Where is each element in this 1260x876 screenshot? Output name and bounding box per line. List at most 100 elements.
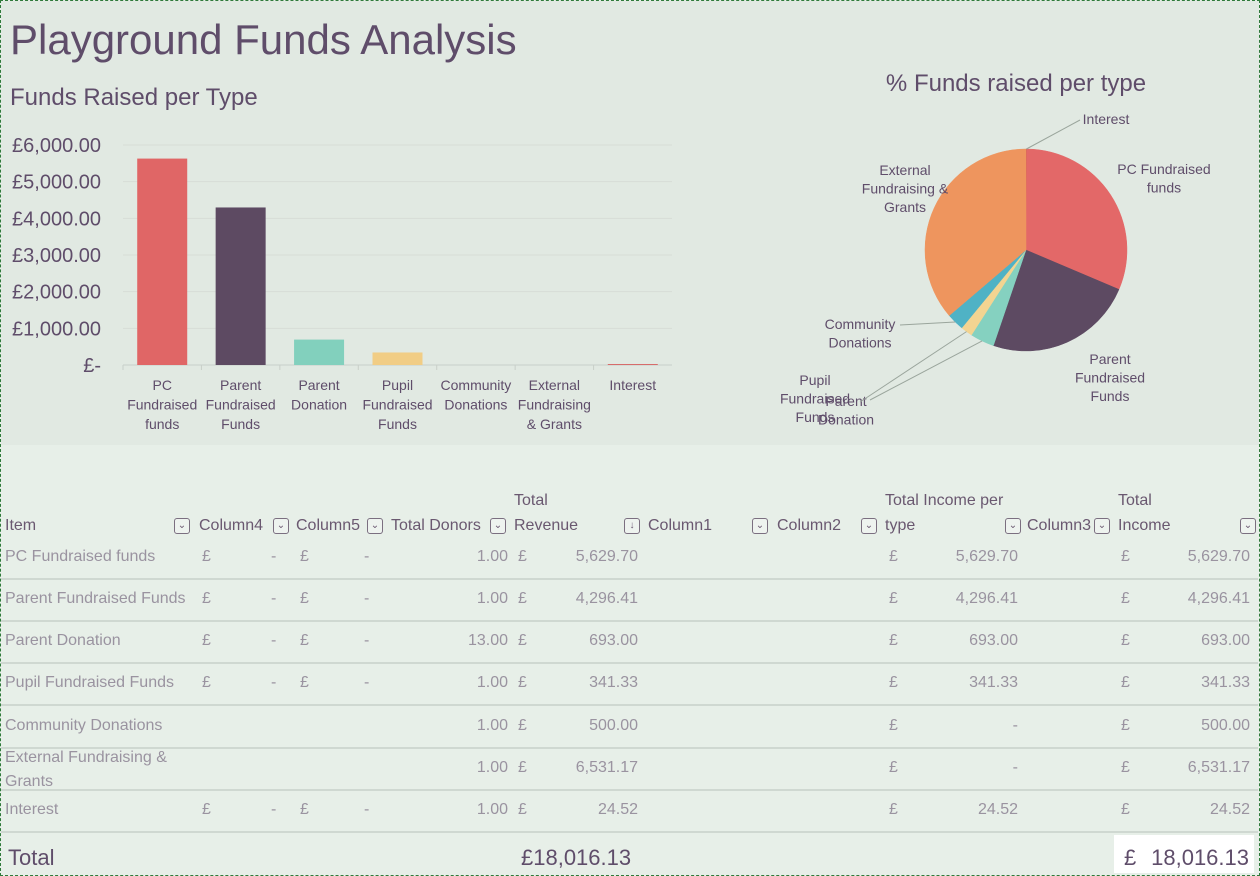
revenue-cell[interactable]: 24.52 — [597, 801, 638, 818]
column4-cell[interactable]: £ — [202, 590, 211, 607]
column5-cell[interactable]: £ — [300, 801, 309, 818]
revenue-cell[interactable]: 500.00 — [589, 717, 638, 734]
income-cell[interactable]: 6,531.17 — [1187, 759, 1250, 776]
column4-cell[interactable]: £ — [202, 548, 211, 565]
filter-dropdown-icon[interactable]: ⌄ — [490, 518, 506, 534]
pie-label: Funds — [1091, 388, 1130, 404]
revenue-cell[interactable]: £ — [518, 590, 527, 607]
item-cell[interactable]: Pupil Fundraised Funds — [5, 674, 174, 691]
column4-cell[interactable]: - — [271, 632, 277, 649]
donors-cell[interactable]: 1.00 — [476, 759, 508, 776]
column4-cell[interactable]: - — [271, 674, 277, 691]
donors-cell[interactable]: 1.00 — [476, 674, 508, 691]
donors-cell[interactable]: 1.00 — [476, 801, 508, 818]
filter-dropdown-icon[interactable]: ⌄ — [1094, 518, 1110, 534]
filter-dropdown-icon[interactable]: ⌄ — [1005, 518, 1021, 534]
column4-cell[interactable]: - — [271, 590, 277, 607]
income-type-cell[interactable]: 693.00 — [969, 632, 1018, 649]
filter-dropdown-icon[interactable]: ⌄ — [273, 518, 289, 534]
item-cell[interactable]: Community Donations — [5, 717, 163, 734]
income-type-cell[interactable]: £ — [889, 590, 898, 607]
revenue-cell[interactable]: 693.00 — [589, 632, 638, 649]
income-type-cell[interactable]: 24.52 — [977, 801, 1018, 818]
revenue-cell[interactable]: 4,296.41 — [575, 590, 638, 607]
income-cell[interactable]: £ — [1121, 717, 1130, 734]
income-cell[interactable]: 24.52 — [1209, 801, 1250, 818]
sort-descending-icon[interactable]: ↓ — [624, 518, 640, 534]
income-type-cell[interactable]: - — [1012, 717, 1018, 734]
donors-cell[interactable]: 1.00 — [476, 717, 508, 734]
income-cell[interactable]: £ — [1121, 590, 1130, 607]
filter-dropdown-icon[interactable]: ⌄ — [1240, 518, 1256, 534]
revenue-cell[interactable]: 341.33 — [589, 674, 638, 691]
row-divider — [1, 620, 1258, 622]
income-type-cell[interactable]: - — [1012, 759, 1018, 776]
total-label: Total — [8, 845, 55, 870]
income-type-cell[interactable]: £ — [889, 717, 898, 734]
revenue-cell[interactable]: 6,531.17 — [575, 759, 638, 776]
column4-cell[interactable]: £ — [202, 674, 211, 691]
income-type-cell[interactable]: £ — [889, 632, 898, 649]
income-cell[interactable]: 500.00 — [1201, 717, 1250, 734]
column5-cell[interactable]: £ — [300, 674, 309, 691]
income-cell[interactable]: 341.33 — [1201, 674, 1250, 691]
column5-cell[interactable]: - — [364, 801, 370, 818]
item-cell[interactable]: Grants — [5, 773, 54, 790]
revenue-cell[interactable]: £ — [518, 759, 527, 776]
revenue-cell[interactable]: £ — [518, 548, 527, 565]
column5-cell[interactable]: £ — [300, 632, 309, 649]
item-cell[interactable]: Interest — [5, 801, 59, 818]
income-cell[interactable]: £ — [1121, 632, 1130, 649]
donors-cell[interactable]: 13.00 — [467, 632, 508, 649]
x-tick-label: Fundraised — [362, 397, 432, 413]
revenue-cell[interactable]: £ — [518, 717, 527, 734]
total-income-cell[interactable] — [1114, 835, 1254, 873]
income-type-cell[interactable]: 5,629.70 — [955, 548, 1018, 565]
x-tick-label: Funds — [378, 416, 417, 432]
column4-cell[interactable]: - — [271, 801, 277, 818]
filter-dropdown-icon[interactable]: ⌄ — [367, 518, 383, 534]
column4-cell[interactable]: £ — [202, 801, 211, 818]
income-cell[interactable]: £ — [1121, 548, 1130, 565]
filter-dropdown-icon[interactable]: ⌄ — [861, 518, 877, 534]
column5-cell[interactable]: - — [364, 632, 370, 649]
filter-dropdown-icon[interactable]: ⌄ — [752, 518, 768, 534]
bar-chart[interactable]: £- £1,000.00 £2,000.00 £3,000.00 £4,000.00 £5… — [0, 125, 690, 445]
column5-cell[interactable]: £ — [300, 590, 309, 607]
item-cell[interactable]: Parent Fundraised Funds — [5, 590, 186, 607]
income-type-cell[interactable]: 4,296.41 — [955, 590, 1018, 607]
revenue-cell[interactable]: £ — [518, 801, 527, 818]
column5-cell[interactable]: - — [364, 590, 370, 607]
item-cell[interactable]: Parent Donation — [5, 632, 121, 649]
item-cell[interactable]: External Fundraising & — [5, 749, 167, 766]
income-cell[interactable]: 4,296.41 — [1187, 590, 1250, 607]
revenue-cell[interactable]: £ — [518, 632, 527, 649]
income-type-cell[interactable]: £ — [889, 801, 898, 818]
donors-cell[interactable]: 1.00 — [476, 590, 508, 607]
revenue-cell[interactable]: 5,629.70 — [575, 548, 638, 565]
pie-label: Grants — [884, 199, 926, 215]
income-cell[interactable]: 5,629.70 — [1187, 548, 1250, 565]
column5-cell[interactable]: - — [364, 548, 370, 565]
pie-label: Funds — [796, 409, 835, 425]
bar — [137, 158, 188, 365]
filter-dropdown-icon[interactable]: ⌄ — [174, 518, 190, 534]
column4-cell[interactable]: £ — [202, 632, 211, 649]
column5-cell[interactable]: - — [364, 674, 370, 691]
income-cell[interactable]: 693.00 — [1201, 632, 1250, 649]
income-type-cell[interactable]: £ — [889, 674, 898, 691]
column5-cell[interactable]: £ — [300, 548, 309, 565]
income-cell[interactable]: £ — [1121, 801, 1130, 818]
income-cell[interactable]: £ — [1121, 759, 1130, 776]
item-cell[interactable]: PC Fundraised funds — [5, 548, 156, 565]
income-cell[interactable]: £ — [1121, 674, 1130, 691]
income-type-cell[interactable]: £ — [889, 759, 898, 776]
x-tick-label: Parent — [220, 377, 261, 393]
donors-cell[interactable]: 1.00 — [476, 548, 508, 565]
income-type-cell[interactable]: £ — [889, 548, 898, 565]
column4-cell[interactable]: - — [271, 548, 277, 565]
income-type-cell[interactable]: 341.33 — [969, 674, 1018, 691]
revenue-cell[interactable]: £ — [518, 674, 527, 691]
x-tick-label: Parent — [298, 377, 339, 393]
